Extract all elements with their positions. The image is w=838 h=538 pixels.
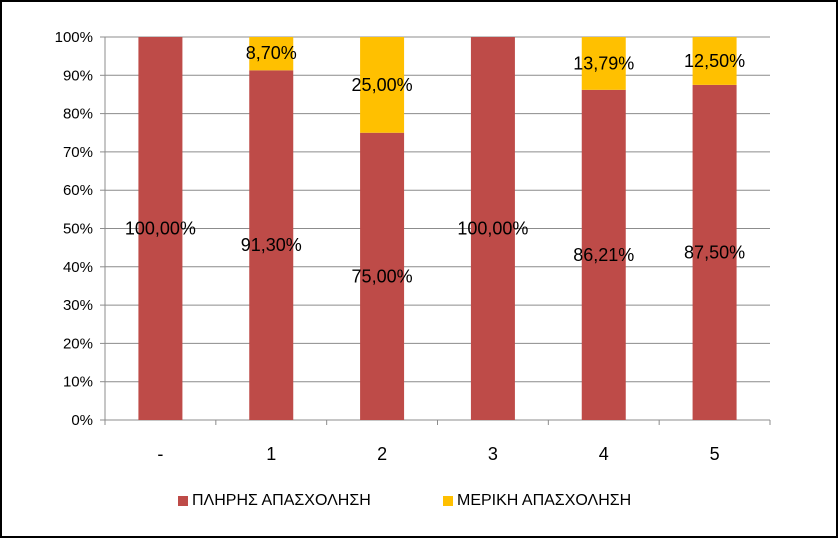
bar-segment-full xyxy=(692,84,737,420)
y-tick-label: 60% xyxy=(63,182,93,199)
data-label: 8,70% xyxy=(246,43,297,63)
data-label: 13,79% xyxy=(573,53,634,73)
legend-label: ΠΛΗΡΗΣ ΑΠΑΣΧΟΛΗΣΗ xyxy=(192,492,371,509)
y-tick-label: 80% xyxy=(63,106,93,123)
legend-swatch xyxy=(178,496,188,506)
y-tick-label: 70% xyxy=(63,144,93,161)
category-label: 4 xyxy=(599,444,609,464)
data-label: 86,21% xyxy=(573,245,634,265)
y-tick-label: 50% xyxy=(63,221,93,238)
bar-segment-full xyxy=(138,37,183,420)
category-label: 5 xyxy=(710,444,720,464)
bar-segment-partial xyxy=(360,37,405,133)
y-tick-label: 20% xyxy=(63,335,93,352)
category-label: 2 xyxy=(377,444,387,464)
data-label: 87,50% xyxy=(684,242,745,262)
y-tick-label: 100% xyxy=(55,29,93,46)
bar-segment-full xyxy=(360,132,405,420)
bar-segment-partial xyxy=(692,37,737,85)
category-label: 1 xyxy=(266,444,276,464)
bar-segment-partial xyxy=(249,37,294,71)
data-label: 100,00% xyxy=(457,219,528,239)
y-tick-label: 0% xyxy=(71,412,93,429)
category-label: - xyxy=(157,444,163,464)
data-label: 25,00% xyxy=(352,75,413,95)
y-tick-label: 40% xyxy=(63,259,93,276)
data-label: 12,50% xyxy=(684,51,745,71)
legend-swatch xyxy=(443,496,453,506)
bar-segment-full xyxy=(470,37,515,420)
data-label: 100,00% xyxy=(125,219,196,239)
data-label: 75,00% xyxy=(352,266,413,286)
y-tick-label: 10% xyxy=(63,374,93,391)
data-label: 91,30% xyxy=(241,235,302,255)
category-label: 3 xyxy=(488,444,498,464)
y-tick-label: 30% xyxy=(63,297,93,314)
legend-label: ΜΕΡΙΚΗ ΑΠΑΣΧΟΛΗΣΗ xyxy=(457,492,631,509)
bar-segment-partial xyxy=(581,37,626,90)
y-tick-label: 90% xyxy=(63,67,93,84)
bar-segment-full xyxy=(249,70,294,421)
bar-segment-full xyxy=(581,89,626,420)
